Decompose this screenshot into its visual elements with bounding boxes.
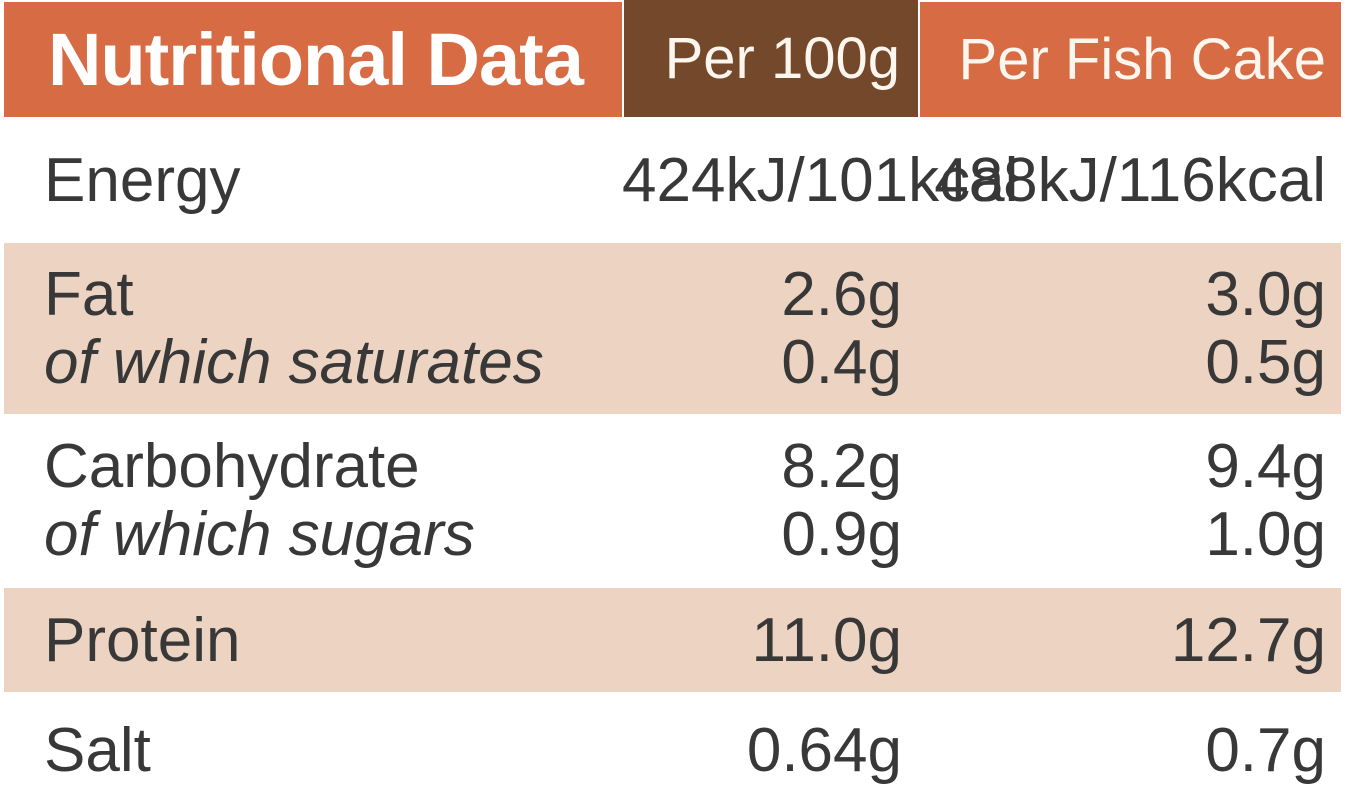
column-header-per-100g: Per 100g (624, 0, 918, 117)
nutrient-sublabel: of which sugars (44, 500, 475, 569)
value-per-fish-cake: 9.4g (1205, 432, 1326, 501)
row-protein: Protein 11.0g 12.7g (4, 588, 1341, 692)
nutrient-label-group: Fat of which saturates (4, 259, 622, 397)
subvalue-per-100g: 0.4g (781, 327, 902, 397)
column-header-per-fish-cake: Per Fish Cake (920, 2, 1341, 117)
row-carbohydrate: Carbohydrate of which sugars 8.2g 0.9g 9… (4, 414, 1341, 588)
value-per-fish-cake-group: 3.0g 0.5g (918, 259, 1341, 397)
row-energy: Energy 424kJ/101kcal 488kJ/116kcal (4, 117, 1341, 243)
subvalue-per-fish-cake: 0.5g (1205, 327, 1326, 397)
value-per-fish-cake: 0.7g (1205, 715, 1326, 785)
value-per-100g: 424kJ/101kcal (622, 145, 1019, 215)
value-per-fish-cake-group: 9.4g 1.0g (918, 433, 1341, 569)
value-per-100g: 0.64g (746, 715, 902, 785)
per-fish-cake-label: Per Fish Cake (958, 27, 1326, 92)
per-100g-label: Per 100g (664, 26, 900, 91)
table-title: Nutritional Data (48, 18, 584, 101)
nutrient-label: Carbohydrate (44, 432, 420, 501)
subvalue-per-100g: 0.9g (781, 500, 902, 569)
value-per-100g: 2.6g (781, 259, 902, 329)
value-per-100g: 8.2g (781, 432, 902, 501)
value-per-fish-cake: 3.0g (1205, 259, 1326, 329)
row-fat: Fat of which saturates 2.6g 0.4g 3.0g 0.… (4, 243, 1341, 414)
value-per-100g-group: 8.2g 0.9g (622, 433, 918, 569)
value-per-100g-group: 2.6g 0.4g (622, 259, 918, 397)
row-salt: Salt 0.64g 0.7g (4, 692, 1341, 808)
nutrient-sublabel: of which saturates (44, 327, 544, 397)
table-title-cell: Nutritional Data (4, 2, 622, 117)
value-per-fish-cake: 488kJ/116kcal (934, 145, 1326, 215)
subvalue-per-fish-cake: 1.0g (1205, 500, 1326, 569)
value-per-100g: 11.0g (751, 605, 902, 675)
nutrient-label: Salt (44, 715, 151, 785)
nutrient-label-group: Carbohydrate of which sugars (4, 433, 622, 569)
nutrient-label: Protein (44, 605, 241, 675)
nutrient-label: Fat (44, 259, 134, 329)
table-header: Nutritional Data Per 100g Per Fish Cake (4, 0, 1341, 117)
nutrient-label: Energy (44, 145, 241, 215)
value-per-fish-cake: 12.7g (1170, 605, 1326, 675)
